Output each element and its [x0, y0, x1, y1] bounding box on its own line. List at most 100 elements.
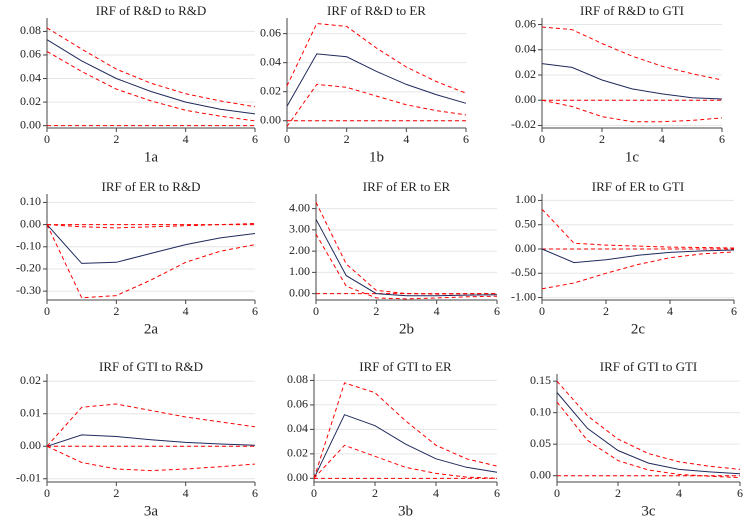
confidence-band — [46, 445, 256, 472]
y-tick-label: 4.00 — [289, 200, 310, 214]
irf-line — [315, 219, 498, 297]
y-tick-label: -0.02 — [511, 117, 536, 131]
confidence-band — [541, 99, 723, 123]
y-tick-label: 0.06 — [20, 47, 41, 61]
x-tick-label: 4 — [676, 486, 682, 500]
x-tick-label: 0 — [44, 304, 50, 318]
y-tick-label: 0.08 — [20, 23, 41, 37]
x-tick-label: 6 — [252, 304, 258, 318]
x-tick-label: 0 — [44, 132, 50, 146]
panel-caption: 2a — [144, 321, 159, 337]
x-tick-label: 4 — [434, 304, 440, 318]
chart-title: IRF of ER to ER — [363, 179, 451, 194]
x-tick-label: 4 — [183, 304, 189, 318]
y-tick-label: 0.00 — [260, 112, 281, 126]
y-tick-label: -0.30 — [16, 283, 41, 297]
y-tick-label: 0.10 — [20, 194, 41, 208]
y-tick-label: 0.00 — [20, 216, 41, 230]
x-tick-label: 6 — [252, 486, 258, 500]
x-tick-label: 2 — [615, 486, 621, 500]
y-tick-label: 2.00 — [289, 243, 310, 257]
y-tick-label: 0.06 — [260, 25, 281, 39]
x-tick-label: 2 — [113, 304, 119, 318]
irf-line — [556, 392, 741, 475]
panel-caption: 3a — [144, 503, 159, 519]
irf-line — [46, 224, 256, 264]
chart-title: IRF of ER to R&D — [102, 179, 201, 194]
confidence-band — [46, 403, 256, 447]
x-tick-label: 2 — [373, 304, 379, 318]
x-tick-label: 4 — [667, 304, 673, 318]
y-tick-label: 0.01 — [20, 406, 41, 420]
confidence-band — [315, 233, 498, 300]
y-tick-label: -0.10 — [16, 239, 41, 253]
chart-title: IRF of R&D to R&D — [96, 3, 207, 18]
y-tick-label: 0.00 — [289, 285, 310, 299]
confidence-band — [556, 401, 741, 479]
x-tick-label: 2 — [372, 486, 378, 500]
x-tick-label: 0 — [284, 132, 290, 146]
chart-title: IRF of GTI to GTI — [600, 359, 698, 374]
x-tick-label: 6 — [494, 304, 500, 318]
y-tick-label: 0.00 — [20, 438, 41, 452]
panel-caption: 1b — [369, 149, 384, 165]
chart-title: IRF of GTI to ER — [359, 359, 452, 374]
y-tick-label: 1.00 — [515, 192, 536, 206]
x-tick-label: 4 — [659, 132, 665, 146]
y-tick-label: -0.50 — [511, 265, 536, 279]
x-tick-label: 4 — [403, 132, 409, 146]
panel-caption: 2c — [631, 321, 646, 337]
y-tick-label: 0.10 — [530, 404, 551, 418]
x-tick-label: 6 — [719, 132, 725, 146]
y-tick-label: 1.00 — [289, 264, 310, 278]
y-tick-label: -1.00 — [511, 289, 536, 303]
y-tick-label: 0.02 — [20, 94, 41, 108]
irf-line — [313, 414, 498, 479]
x-tick-label: 6 — [252, 132, 258, 146]
confidence-band — [541, 208, 735, 249]
y-tick-label: 0.00 — [515, 92, 536, 106]
confidence-band — [315, 202, 498, 295]
irf-line — [46, 39, 256, 115]
chart-title: IRF of R&D to GTI — [580, 3, 684, 18]
confidence-band — [46, 27, 256, 108]
y-tick-label: 0.02 — [515, 67, 536, 81]
irf-line — [541, 248, 735, 264]
y-tick-label: 0.08 — [287, 372, 308, 386]
panel-caption: 3c — [641, 503, 656, 519]
x-tick-label: 2 — [599, 132, 605, 146]
x-tick-label: 0 — [554, 486, 560, 500]
confidence-band — [286, 83, 467, 127]
x-tick-label: 4 — [433, 486, 439, 500]
y-tick-label: 0.00 — [530, 467, 551, 481]
y-tick-label: 0.50 — [515, 216, 536, 230]
y-tick-label: 0.06 — [515, 16, 536, 30]
y-tick-label: 0.00 — [287, 470, 308, 484]
panel-caption: 1a — [144, 149, 159, 165]
x-tick-label: 4 — [183, 132, 189, 146]
chart-title: IRF of ER to GTI — [592, 179, 684, 194]
x-tick-label: 2 — [113, 132, 119, 146]
irf-line — [46, 434, 256, 447]
x-tick-label: 0 — [44, 486, 50, 500]
y-tick-label: 0.15 — [530, 373, 551, 387]
chart-title: IRF of GTI to R&D — [99, 359, 203, 374]
y-tick-label: 0.04 — [287, 421, 308, 435]
y-tick-label: 3.00 — [289, 222, 310, 236]
y-tick-label: 0.04 — [260, 54, 281, 68]
y-tick-label: 0.00 — [515, 241, 536, 255]
irf-line — [541, 63, 723, 100]
y-tick-label: 0.02 — [260, 83, 281, 97]
y-tick-label: 0.05 — [530, 436, 551, 450]
x-tick-label: 6 — [463, 132, 469, 146]
x-tick-label: 2 — [603, 304, 609, 318]
panel-caption: 2b — [399, 321, 414, 337]
x-tick-label: 4 — [183, 486, 189, 500]
y-tick-label: 0.02 — [20, 373, 41, 387]
confidence-band — [313, 444, 498, 479]
y-tick-label: -0.01 — [16, 471, 41, 485]
x-tick-label: 6 — [737, 486, 743, 500]
confidence-band — [541, 26, 723, 81]
confidence-band — [541, 251, 735, 290]
